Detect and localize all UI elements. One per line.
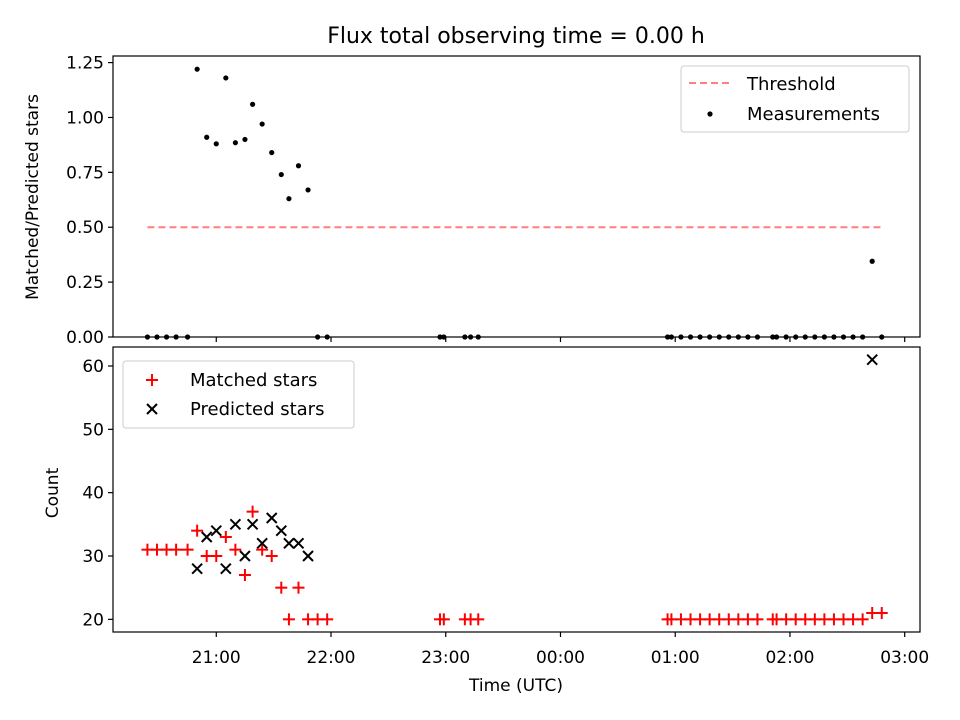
bottom-plot-area: 20 30 40 50 60 21:00 22:00 23:00 00:00 01:00 02:00… <box>82 353 929 668</box>
matched-star-point <box>321 613 334 626</box>
predicted-star-point <box>283 537 295 550</box>
matched-star-point <box>170 543 183 556</box>
bottom-ytick-label: 20 <box>82 610 104 630</box>
predicted-star-point <box>256 537 268 550</box>
predicted-star-point <box>302 550 314 562</box>
predicted-star-point <box>210 524 222 537</box>
top-axes-frame <box>112 55 921 338</box>
top-legend: Threshold Measurements <box>680 65 910 133</box>
bottom-xtick-label: 23:00 <box>421 648 470 668</box>
measurement-point <box>286 196 292 202</box>
predicted-star-point <box>246 518 259 531</box>
bottom-panel: 20 30 40 50 60 21:00 22:00 23:00 00:00 01:00 02:00… <box>43 346 929 696</box>
bottom-ytick-label: 40 <box>82 484 104 504</box>
top-ytick-label: 0.00 <box>66 328 104 348</box>
predicted-legend-swatch <box>146 403 158 415</box>
top-ytick-label: 1.00 <box>66 108 104 128</box>
top-ylabel: Matched/Predicted stars <box>23 94 43 300</box>
top-ytick-label: 0.50 <box>66 218 104 238</box>
measurement-point <box>259 121 265 127</box>
measurements-legend-label: Measurements <box>747 104 880 125</box>
matched-star-point <box>751 613 764 626</box>
measurement-point <box>232 140 238 146</box>
matched-star-point <box>265 550 278 562</box>
predicted-star-point <box>200 531 213 543</box>
predicted-legend-label: Predicted stars <box>190 399 324 420</box>
bottom-ytick-label: 30 <box>82 547 104 567</box>
predicted-star-point <box>266 512 278 524</box>
top-panel: Flux total observing time = 0.00 h 0.000… <box>23 24 921 348</box>
matched-legend-label: Matched stars <box>190 370 317 391</box>
top-legend-box <box>680 65 910 133</box>
measurement-point <box>242 136 248 143</box>
top-ytick-label: 1.25 <box>66 54 104 74</box>
measurement-point <box>223 75 229 81</box>
matched-star-point <box>875 607 888 619</box>
matched-star-point <box>219 531 232 543</box>
top-ytick-label: 0.75 <box>66 163 104 183</box>
predicted-star-point <box>229 518 242 531</box>
bottom-ytick-label: 50 <box>82 420 104 440</box>
bottom-legend: Matched stars Predicted stars <box>122 360 355 429</box>
predicted-star-point <box>275 524 287 537</box>
matched-star-point <box>282 613 295 626</box>
matched-star-point <box>472 613 485 626</box>
top-plot-area: 0.00 0.25 0.50 0.75 1.00 1.25 <box>66 54 906 348</box>
matched-legend-swatch <box>146 374 158 386</box>
measurement-point <box>204 134 210 140</box>
threshold-legend-label: Threshold <box>746 74 836 95</box>
top-ytick-label: 0.25 <box>66 273 104 293</box>
measurement-point <box>249 101 256 107</box>
matched-star-point <box>246 505 259 518</box>
matched-star-point <box>210 550 223 562</box>
matched-star-point <box>292 581 305 594</box>
top-title: Flux total observing time = 0.00 h <box>327 24 705 49</box>
bottom-xtick-label: 03:00 <box>880 648 929 668</box>
bottom-legend-box <box>122 360 355 429</box>
bottom-xlabel: Time (UTC) <box>468 676 563 696</box>
matched-star-point <box>275 581 288 594</box>
predicted-star-point <box>239 550 251 562</box>
matched-star-point <box>238 569 251 581</box>
bottom-xtick-label: 02:00 <box>765 648 814 668</box>
matched-star-point <box>856 613 869 626</box>
bottom-xtick-label: 22:00 <box>307 648 356 668</box>
predicted-star-point <box>866 353 878 366</box>
matched-star-point <box>191 524 204 537</box>
measurement-point <box>269 149 275 156</box>
matched-star-point <box>181 543 194 556</box>
measurement-point <box>213 141 219 147</box>
matched-star-point <box>256 543 269 556</box>
measurements-legend-swatch <box>707 111 713 117</box>
matched-star-point <box>437 613 450 626</box>
measurement-point <box>194 66 200 72</box>
measurement-point <box>295 163 302 169</box>
bottom-axes-frame <box>112 346 921 633</box>
predicted-star-point <box>191 562 203 575</box>
measurement-point <box>869 258 875 264</box>
predicted-star-point <box>220 562 232 575</box>
bottom-xtick-label: 21:00 <box>192 648 241 668</box>
bottom-xtick-label: 01:00 <box>651 648 700 668</box>
measurement-point <box>305 187 311 193</box>
predicted-star-point <box>292 537 305 550</box>
measurement-point <box>278 171 284 178</box>
bottom-xtick-label: 00:00 <box>536 648 585 668</box>
bottom-ylabel: Count <box>43 467 63 518</box>
bottom-ytick-label: 60 <box>82 357 104 377</box>
matched-star-point <box>229 543 242 556</box>
